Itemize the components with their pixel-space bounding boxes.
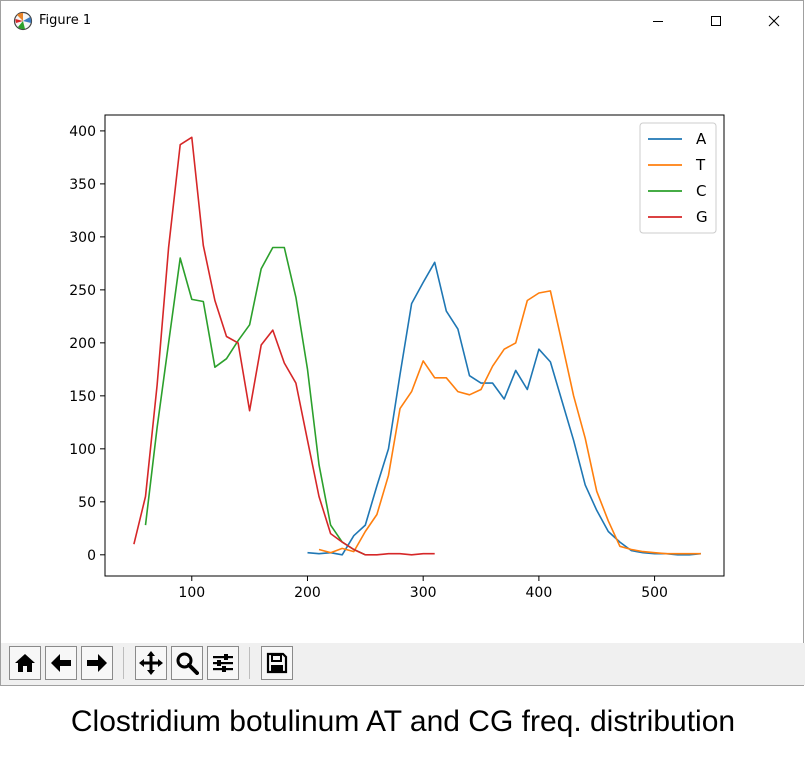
y-tick-label: 250 bbox=[69, 283, 96, 299]
x-tick-label: 300 bbox=[410, 585, 437, 601]
save-icon bbox=[266, 652, 288, 674]
zoom-button[interactable] bbox=[171, 646, 203, 680]
minimize-icon bbox=[653, 21, 663, 22]
legend-label-G: G bbox=[696, 208, 708, 226]
configure-subplots-button[interactable] bbox=[207, 646, 239, 680]
y-axis-ticks: 0 50 100 150 200 250 300 350 400 bbox=[69, 124, 105, 564]
axes-frame bbox=[104, 114, 725, 577]
x-tick-label: 500 bbox=[641, 585, 668, 601]
legend-label-A: A bbox=[696, 130, 707, 148]
minimize-button[interactable] bbox=[629, 1, 687, 41]
maximize-icon bbox=[711, 16, 721, 26]
toolbar-separator bbox=[249, 647, 250, 679]
configure-subplots-icon bbox=[213, 654, 233, 672]
maximize-button[interactable] bbox=[687, 1, 745, 41]
save-button[interactable] bbox=[261, 646, 293, 680]
window-title: Figure 1 bbox=[39, 13, 92, 28]
line-chart: 100 200 300 400 500 0 50 100 150 200 250 300 350 400… bbox=[69, 114, 725, 601]
x-tick-label: 400 bbox=[526, 585, 553, 601]
plot-lines bbox=[133, 136, 701, 556]
forward-button[interactable] bbox=[81, 646, 113, 680]
home-button[interactable] bbox=[9, 646, 41, 680]
x-tick-label: 200 bbox=[294, 585, 321, 601]
close-button[interactable] bbox=[745, 1, 803, 41]
close-icon bbox=[768, 15, 780, 27]
y-tick-label: 300 bbox=[69, 230, 96, 246]
pan-icon bbox=[139, 651, 163, 675]
pan-button[interactable] bbox=[135, 646, 167, 680]
figure-window: Figure 1 100 200 300 400 500 0 50 100 150 200 250… bbox=[0, 0, 805, 686]
series-line-G bbox=[133, 136, 435, 556]
y-tick-label: 0 bbox=[87, 548, 96, 564]
series-line-A bbox=[307, 261, 701, 556]
zoom-icon bbox=[176, 652, 199, 675]
y-tick-label: 350 bbox=[69, 177, 96, 193]
y-tick-label: 200 bbox=[69, 336, 96, 352]
y-tick-label: 50 bbox=[78, 495, 96, 511]
back-arrow-icon bbox=[51, 654, 71, 672]
plot-area bbox=[104, 114, 725, 577]
series-line-T bbox=[318, 290, 701, 555]
legend-box bbox=[639, 122, 717, 234]
y-tick-label: 100 bbox=[69, 442, 96, 458]
legend-label-C: C bbox=[696, 182, 706, 200]
forward-arrow-icon bbox=[87, 654, 107, 672]
toolbar-separator bbox=[123, 647, 124, 679]
x-tick-label: 100 bbox=[178, 585, 205, 601]
legend-label-T: T bbox=[695, 156, 706, 174]
title-bar[interactable]: Figure 1 bbox=[1, 1, 803, 41]
y-tick-label: 400 bbox=[69, 124, 96, 140]
navigation-toolbar bbox=[1, 643, 805, 685]
x-axis-ticks: 100 200 300 400 500 bbox=[178, 576, 668, 601]
y-tick-label: 150 bbox=[69, 389, 96, 405]
matplotlib-icon bbox=[13, 11, 33, 31]
figure-canvas[interactable]: 100 200 300 400 500 0 50 100 150 200 250 300 350 400… bbox=[1, 41, 805, 643]
home-icon bbox=[15, 654, 35, 672]
series-line-C bbox=[144, 246, 366, 556]
back-button[interactable] bbox=[45, 646, 77, 680]
figure-caption: Clostridium botulinum AT and CG freq. di… bbox=[70, 705, 736, 738]
